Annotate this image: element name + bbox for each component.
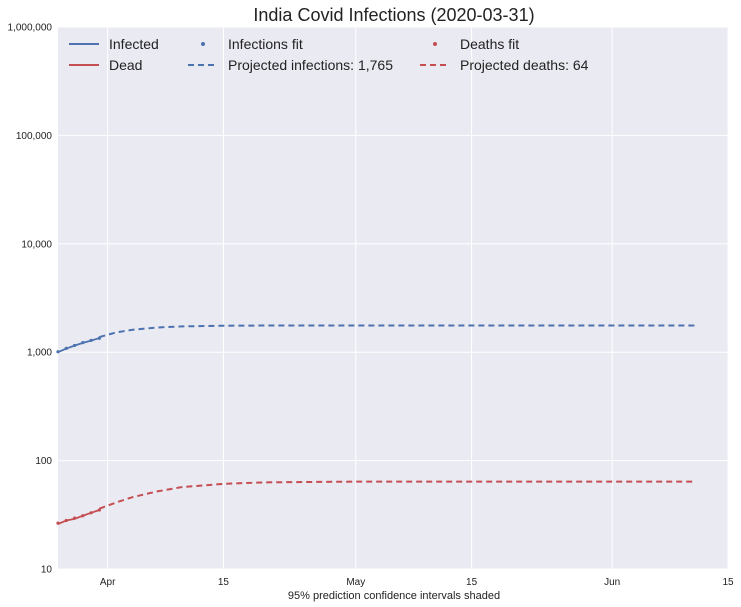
- legend-marker-deaths-fit: [433, 42, 437, 46]
- legend-label-infections-fit: Infections fit: [228, 36, 303, 52]
- legend-label-dead: Dead: [109, 57, 142, 73]
- y-tick-label: 100: [35, 456, 52, 467]
- deaths-fit-point: [64, 518, 68, 523]
- infections-fit-point: [89, 338, 93, 342]
- projected-infections-1-765-line: [99, 324, 695, 339]
- chart-title: India Covid Infections (2020-03-31): [253, 5, 534, 25]
- x-tick-label: 15: [218, 577, 230, 588]
- x-tick-label: May: [346, 577, 365, 588]
- legend-label-projected-deaths-64: Projected deaths: 64: [460, 57, 589, 73]
- infections-fit-point: [81, 341, 85, 345]
- y-tick-label: 1,000: [27, 348, 52, 359]
- y-tick-label: 10: [41, 565, 53, 576]
- x-tick-label: Jun: [604, 577, 620, 588]
- y-tick-label: 10,000: [21, 239, 52, 250]
- y-tick-label: 1,000,000: [8, 23, 53, 34]
- infections-fit-point: [72, 343, 77, 348]
- y-tick-label: 100,000: [16, 131, 53, 142]
- x-tick-label: Apr: [100, 577, 116, 588]
- legend: Infected Dead Infections fit Projected infe…: [69, 36, 589, 73]
- infections-fit-point: [64, 346, 68, 350]
- x-axis-label: 95% prediction confidence intervals shad…: [288, 590, 500, 602]
- deaths-fit-point: [56, 521, 60, 525]
- deaths-fit-point: [89, 511, 93, 515]
- deaths-fit-point: [72, 516, 77, 520]
- grid-layer: [58, 26, 729, 570]
- legend-label-projected-infections-1-765: Projected infections: 1,765: [228, 57, 393, 73]
- tick-layer: 10 100 1,000 10,000 100,000 1,000,000 Apr 15 May…: [8, 23, 734, 589]
- deaths-fit-point: [81, 514, 85, 518]
- series-layer: [56, 324, 695, 525]
- projected-deaths-64-line: [99, 480, 695, 510]
- x-tick-label: 15: [722, 577, 734, 588]
- legend-label-deaths-fit: Deaths fit: [460, 36, 519, 52]
- x-tick-label: 15: [466, 577, 478, 588]
- infections-fit-point: [56, 350, 60, 354]
- legend-marker-infections-fit: [201, 42, 205, 46]
- plot-area: [58, 27, 728, 569]
- legend-label-infected: Infected: [109, 36, 159, 52]
